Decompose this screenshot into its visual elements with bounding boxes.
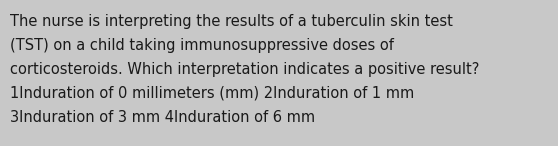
Text: (TST) on a child taking immunosuppressive doses of: (TST) on a child taking immunosuppressiv… xyxy=(10,38,394,53)
Text: 1Induration of 0 millimeters (mm) 2Induration of 1 mm: 1Induration of 0 millimeters (mm) 2Indur… xyxy=(10,86,414,101)
Text: 3Induration of 3 mm 4Induration of 6 mm: 3Induration of 3 mm 4Induration of 6 mm xyxy=(10,110,315,125)
Text: The nurse is interpreting the results of a tuberculin skin test: The nurse is interpreting the results of… xyxy=(10,14,453,29)
Text: corticosteroids. Which interpretation indicates a positive result?: corticosteroids. Which interpretation in… xyxy=(10,62,479,77)
